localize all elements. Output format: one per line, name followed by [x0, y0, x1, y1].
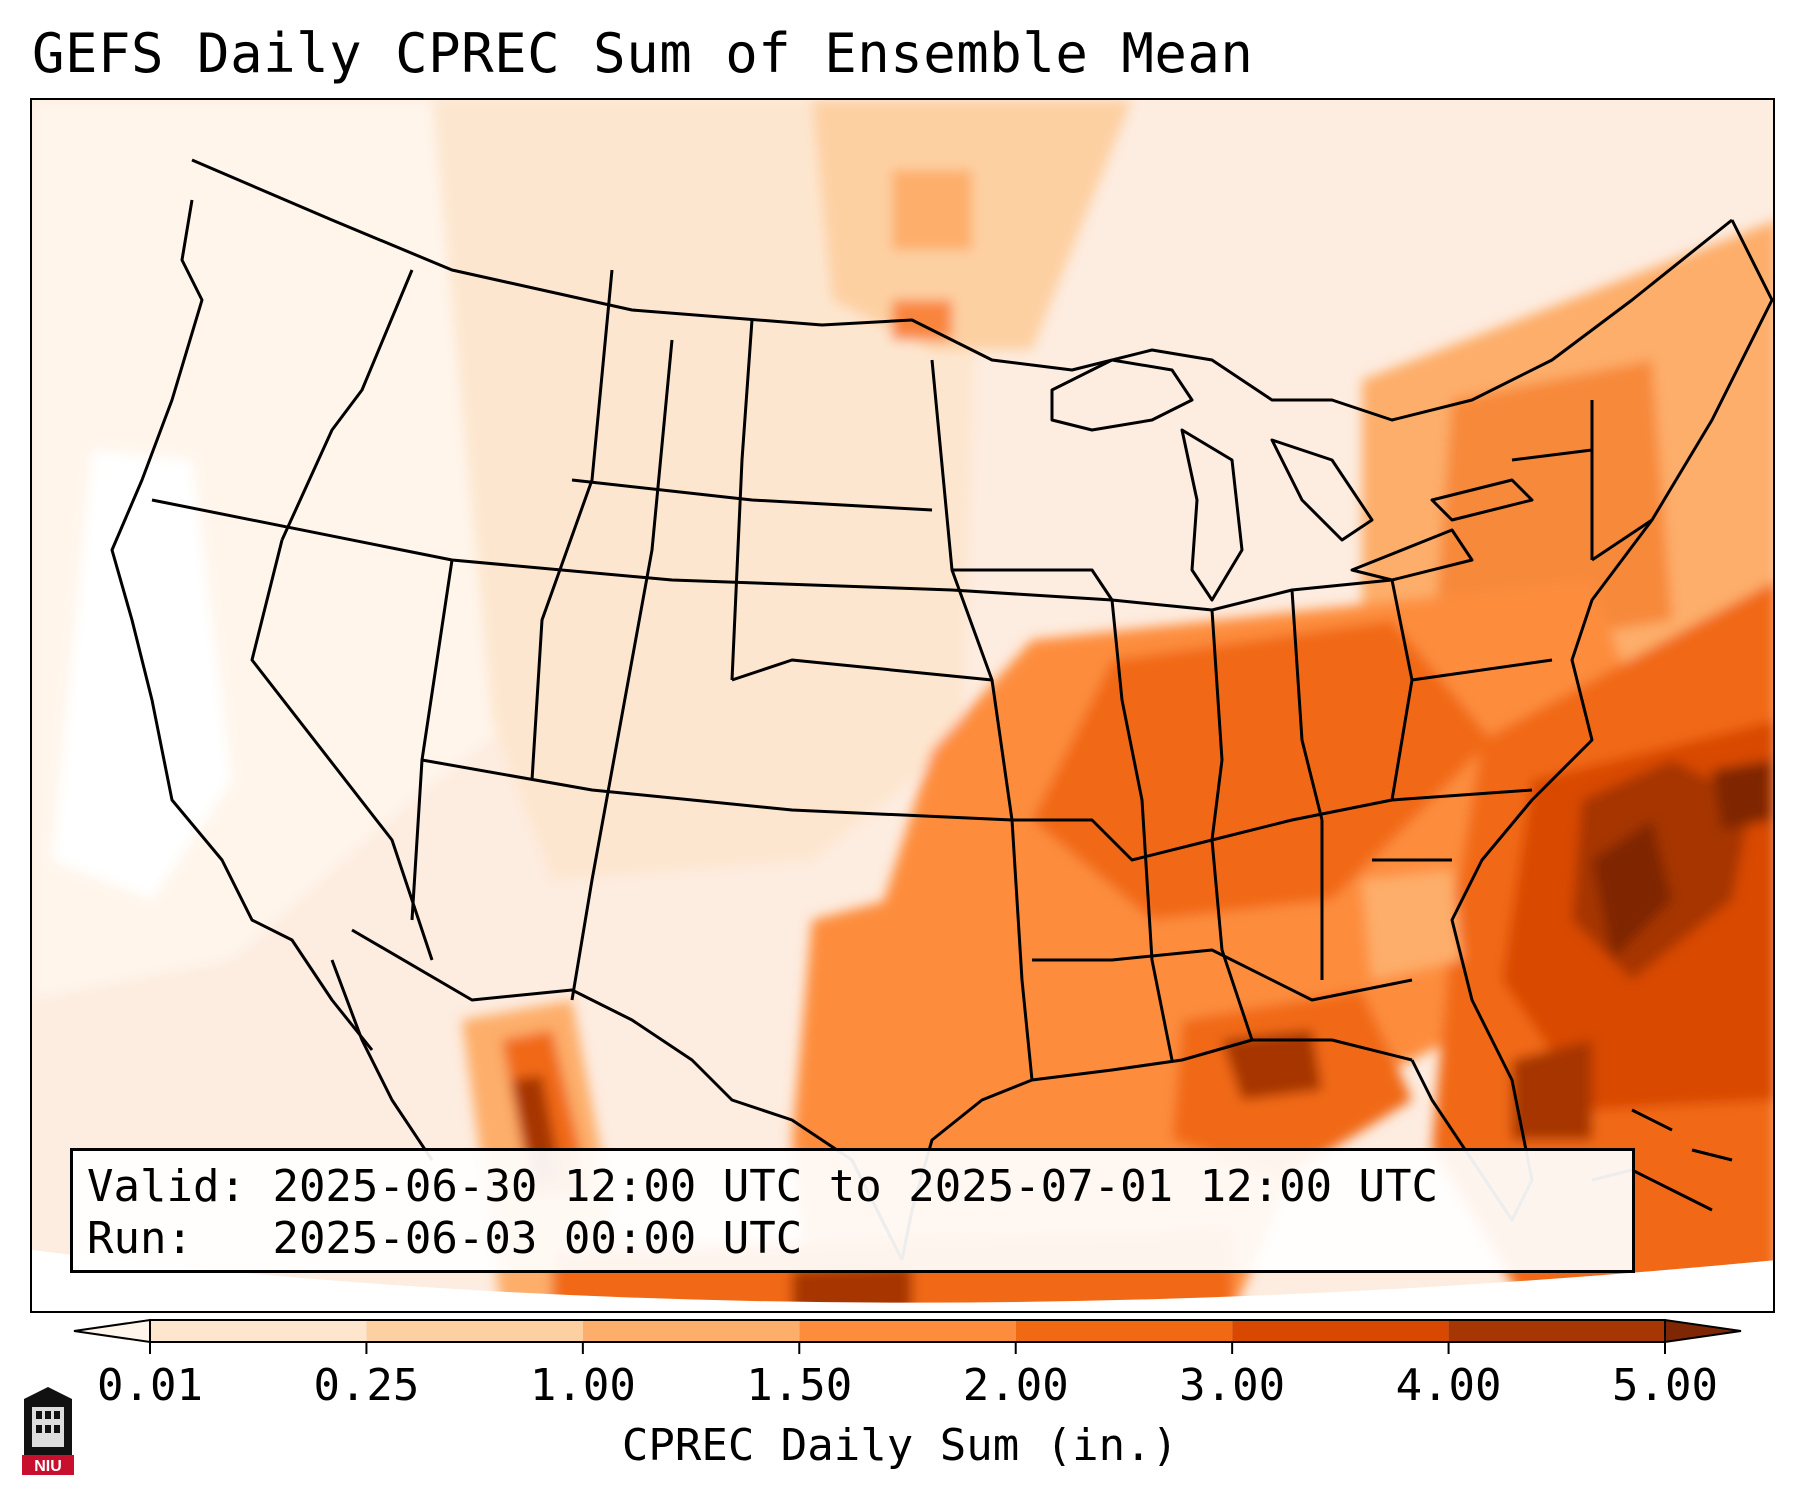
colorbar-tick-label: 1.00 [529, 1360, 636, 1411]
colorbar-segments [73, 1318, 1742, 1344]
colorbar-tick-label: 0.01 [97, 1360, 203, 1411]
valid-label: Valid: [87, 1161, 246, 1212]
precip-map [32, 100, 1773, 1311]
colorbar-segment [582, 1320, 800, 1342]
colorbar-segment [1232, 1320, 1449, 1342]
colorbar-tick-label: 2.00 [962, 1360, 1069, 1411]
page-title: GEFS Daily CPREC Sum of Ensemble Mean [32, 22, 1254, 85]
colorbar-ticks [149, 1342, 1666, 1354]
colorbar-extend-high [1664, 1318, 1742, 1344]
colorbar-segment [366, 1320, 583, 1342]
colorbar-tick-label: 0.25 [313, 1360, 420, 1411]
svg-text:NIU: NIU [34, 1458, 62, 1475]
colorbar-outline [149, 1319, 1666, 1343]
colorbar [73, 1318, 1742, 1354]
colorbar-segment [799, 1320, 1016, 1342]
colorbar-segment [1448, 1320, 1665, 1342]
colorbar-label: CPREC Daily Sum (in.) [621, 1420, 1179, 1471]
valid-line: Valid: 2025-06-30 12:00 UTC to 2025-07-0… [87, 1161, 1618, 1213]
colorbar-tick-label: 5.00 [1612, 1360, 1718, 1411]
run-line: Run: 2025-06-03 00:00 UTC [87, 1213, 1618, 1265]
colorbar-tick-label: 1.50 [746, 1360, 853, 1411]
valid-value: 2025-06-30 12:00 UTC to 2025-07-01 12:00… [272, 1161, 1439, 1212]
map-panel: Valid: 2025-06-30 12:00 UTC to 2025-07-0… [30, 98, 1775, 1313]
run-label: Run: [87, 1213, 193, 1264]
colorbar-tick-label: 3.00 [1179, 1360, 1286, 1411]
colorbar-tick-label: 4.00 [1395, 1360, 1502, 1411]
info-box: Valid: 2025-06-30 12:00 UTC to 2025-07-0… [70, 1148, 1635, 1273]
run-value: 2025-06-03 00:00 UTC [272, 1213, 803, 1264]
colorbar-segment [1015, 1320, 1233, 1342]
niu-logo-icon: NIU [20, 1385, 76, 1477]
projection-edge [32, 1250, 1773, 1311]
colorbar-segment [150, 1320, 367, 1342]
colorbar-extend-low [73, 1318, 151, 1344]
